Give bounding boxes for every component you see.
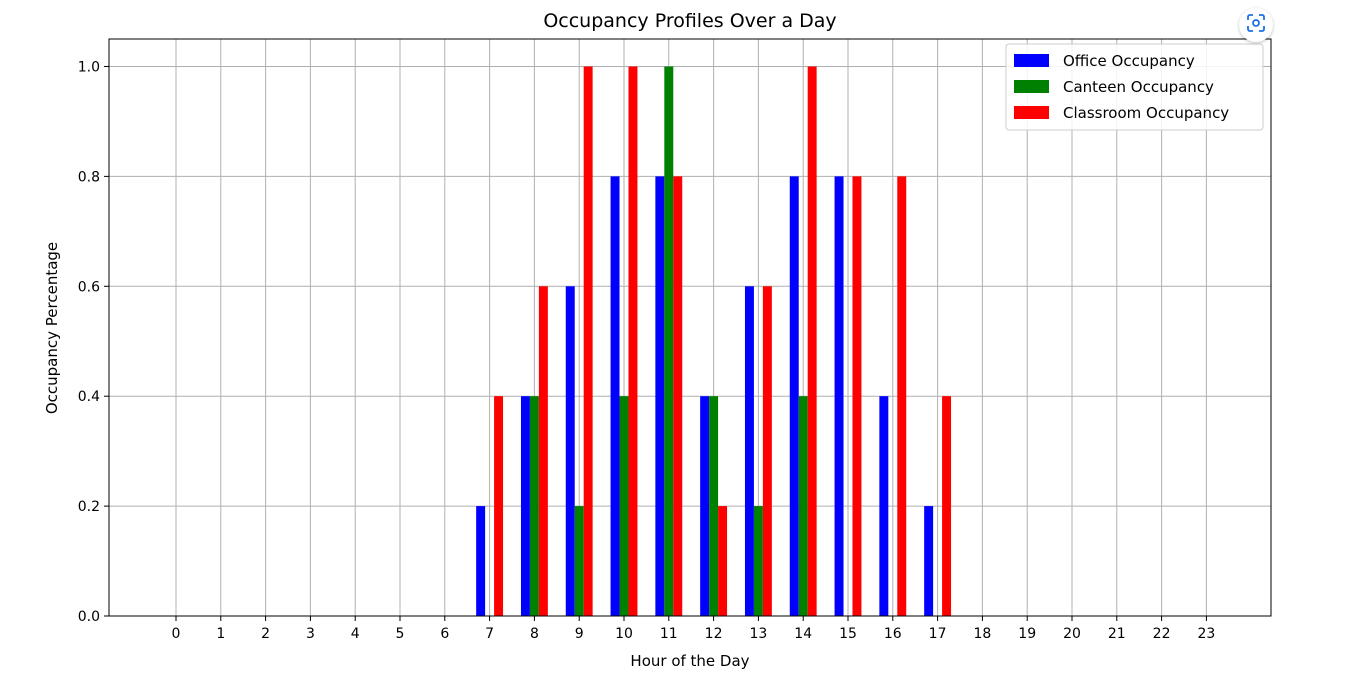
x-tick-label: 14 — [794, 626, 812, 642]
bar-office — [924, 506, 934, 616]
x-tick-label: 17 — [929, 626, 947, 642]
x-axis-label: Hour of the Day — [630, 652, 749, 670]
x-tick-label: 23 — [1197, 626, 1215, 642]
legend-swatch — [1014, 80, 1049, 93]
bar-office — [879, 396, 889, 616]
y-tick-label: 0.6 — [78, 279, 100, 295]
legend-label: Classroom Occupancy — [1063, 104, 1229, 122]
x-tick-label: 2 — [261, 626, 270, 642]
x-tick-label: 15 — [839, 626, 857, 642]
lens-scan-icon — [1246, 13, 1266, 37]
x-tick-label: 18 — [973, 626, 991, 642]
bar-office — [610, 176, 620, 616]
legend: Office Occupancy Canteen Occupancy Classro… — [1005, 43, 1264, 131]
y-tick-label: 0.4 — [78, 389, 100, 405]
bar-canteen — [798, 396, 808, 616]
bar-canteen — [619, 396, 629, 616]
legend-swatch — [1014, 54, 1049, 67]
x-tick-label: 16 — [884, 626, 902, 642]
x-tick-label: 9 — [575, 626, 584, 642]
bar-classroom — [762, 286, 772, 616]
x-tick-label: 6 — [440, 626, 449, 642]
x-tick-label: 11 — [660, 626, 678, 642]
bar-classroom — [852, 176, 862, 616]
bar-canteen — [753, 506, 763, 616]
bar-office — [520, 396, 530, 616]
x-tick-label: 20 — [1063, 626, 1081, 642]
y-axis-label: Occupancy Percentage — [43, 242, 61, 414]
x-tick-label: 1 — [216, 626, 225, 642]
ticks-layer: 0 1 2 3 4 5 6 7 8 9 10 11 12 13 14 15 16 17 18 19 20 21 22 230.… — [78, 59, 1216, 642]
bar-classroom — [807, 66, 817, 616]
x-tick-label: 0 — [172, 626, 181, 642]
x-tick-label: 19 — [1018, 626, 1036, 642]
x-tick-label: 5 — [396, 626, 405, 642]
bar-office — [476, 506, 486, 616]
x-tick-label: 8 — [530, 626, 539, 642]
y-tick-label: 0.8 — [78, 169, 100, 185]
bar-office — [655, 176, 665, 616]
legend-label: Office Occupancy — [1063, 52, 1195, 70]
chart-title: Occupancy Profiles Over a Day — [543, 10, 836, 32]
x-tick-label: 4 — [351, 626, 360, 642]
y-tick-label: 0.2 — [78, 499, 100, 515]
lens-scan-button[interactable] — [1239, 8, 1273, 42]
y-tick-label: 1.0 — [78, 59, 100, 75]
bar-office — [834, 176, 844, 616]
legend-swatch — [1014, 106, 1049, 119]
x-tick-label: 13 — [749, 626, 767, 642]
bar-office — [789, 176, 799, 616]
bar-canteen — [574, 506, 584, 616]
plot-frame — [108, 38, 1272, 617]
bar-office — [744, 286, 754, 616]
x-tick-label: 12 — [705, 626, 723, 642]
x-tick-label: 21 — [1108, 626, 1126, 642]
bar-classroom — [583, 66, 593, 616]
x-tick-label: 10 — [615, 626, 633, 642]
bar-classroom — [718, 506, 728, 616]
legend-label: Canteen Occupancy — [1063, 78, 1214, 96]
bar-canteen — [664, 66, 674, 616]
bar-office — [565, 286, 575, 616]
bar-canteen — [529, 396, 539, 616]
y-tick-label: 0.0 — [78, 609, 100, 625]
bar-classroom — [628, 66, 638, 616]
bars-layer — [476, 66, 952, 616]
bar-classroom — [538, 286, 548, 616]
x-tick-label: 22 — [1153, 626, 1171, 642]
bar-office — [700, 396, 710, 616]
x-tick-label: 7 — [485, 626, 494, 642]
bar-canteen — [709, 396, 719, 616]
legend-box — [1005, 43, 1264, 131]
bar-classroom — [942, 396, 952, 616]
bar-classroom — [494, 396, 504, 616]
bar-classroom — [673, 176, 683, 616]
bar-classroom — [897, 176, 907, 616]
x-tick-label: 3 — [306, 626, 315, 642]
